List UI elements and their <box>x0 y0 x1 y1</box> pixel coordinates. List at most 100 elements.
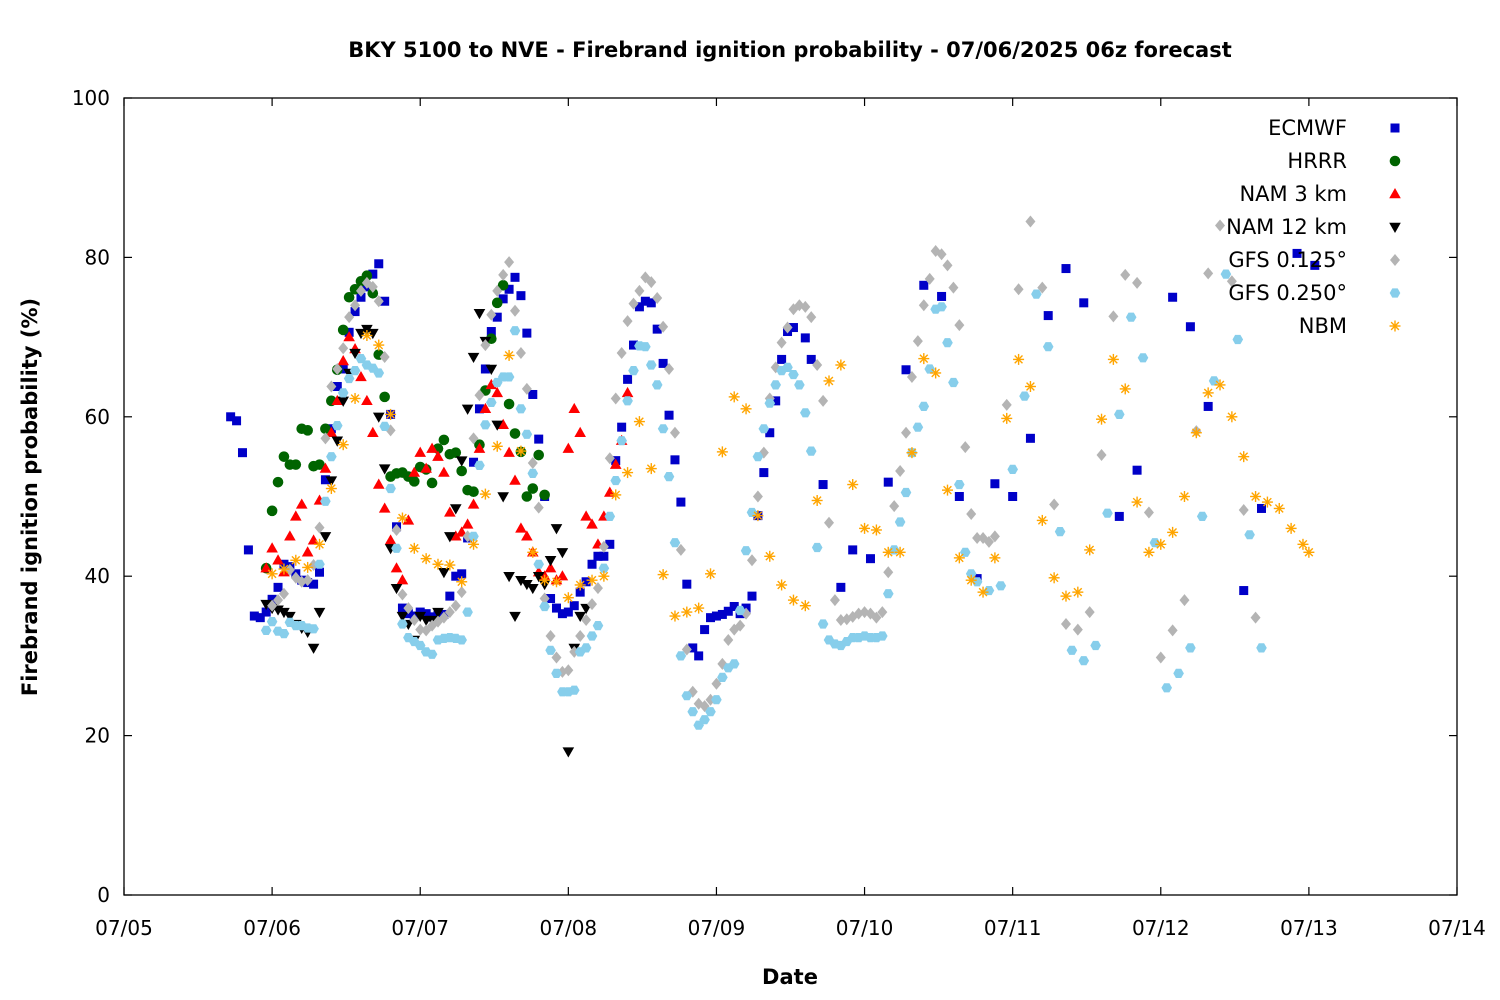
series-hrrr <box>260 270 550 574</box>
data-point-gfs-0-125 <box>1037 281 1048 294</box>
data-point-gfs-0-250 <box>948 377 959 388</box>
data-point-ecmwf <box>469 457 479 467</box>
data-point-gfs-0-250 <box>800 408 811 418</box>
data-point-nam-3-km <box>426 442 438 453</box>
data-point-gfs-0-125 <box>954 319 965 332</box>
data-point-gfs-0-250 <box>379 421 390 431</box>
data-point-nam-3-km <box>491 386 504 398</box>
data-point-nam-3-km <box>355 370 367 382</box>
data-point-nbm <box>1036 514 1048 526</box>
y-tick-label: 60 <box>85 405 110 429</box>
data-point-nam-12-km <box>260 599 272 611</box>
marker-stroke <box>860 523 869 533</box>
data-point-hrrr <box>456 465 467 477</box>
data-point-nbm <box>752 510 764 522</box>
data-point-gfs-0-125 <box>326 380 337 393</box>
data-point-gfs-0-125 <box>901 426 912 439</box>
data-point-gfs-0-250 <box>260 625 272 635</box>
data-point-nam-3-km <box>473 442 486 453</box>
data-point-gfs-0-250 <box>414 640 426 651</box>
data-point-nbm <box>1238 451 1250 463</box>
data-point-gfs-0-125 <box>1049 498 1060 511</box>
data-point-ecmwf <box>255 613 265 623</box>
data-point-nam-12-km <box>473 308 486 320</box>
data-point-gfs-0-125 <box>581 614 592 627</box>
data-point-gfs-0-250 <box>397 619 408 629</box>
x-tick-label: 07/11 <box>984 916 1042 940</box>
data-point-ecmwf <box>629 340 639 350</box>
data-point-nam-12-km <box>497 492 509 503</box>
data-point-nbm <box>1190 427 1202 439</box>
data-point-ecmwf <box>1168 292 1178 302</box>
marker-stroke <box>1227 412 1237 422</box>
data-point-gfs-0-250 <box>918 401 930 411</box>
marker-stroke <box>540 575 550 585</box>
data-point-nbm <box>1285 522 1297 534</box>
data-point-gfs-0-250 <box>705 707 716 717</box>
data-point-gfs-0-125 <box>456 586 467 599</box>
data-point-hrrr <box>361 270 373 282</box>
data-point-nbm <box>1084 544 1096 556</box>
data-point-gfs-0-125 <box>918 299 929 312</box>
data-point-nbm <box>1167 526 1179 538</box>
data-point-ecmwf <box>593 551 603 561</box>
data-point-gfs-0-250 <box>805 446 817 456</box>
marker-stroke <box>694 603 704 613</box>
marker-stroke <box>611 490 621 500</box>
y-tick-label: 20 <box>85 724 110 748</box>
data-point-ecmwf <box>587 559 597 569</box>
data-point-gfs-0-125 <box>883 566 894 579</box>
marker-stroke <box>682 607 692 617</box>
marker-stroke <box>1168 527 1178 537</box>
data-point-nbm <box>1072 586 1084 598</box>
marker-stroke <box>741 404 751 414</box>
data-point-hrrr <box>320 423 331 435</box>
marker-stroke <box>563 593 573 603</box>
data-point-gfs-0-250 <box>900 487 912 498</box>
data-point-gfs-0-125 <box>622 315 633 328</box>
marker-stroke <box>836 360 846 370</box>
data-point-nam-3-km <box>521 530 533 541</box>
data-point-nam-12-km <box>556 548 569 559</box>
data-point-nam-3-km <box>621 386 634 398</box>
data-point-gfs-0-125 <box>906 370 917 383</box>
data-point-gfs-0-250 <box>646 360 657 370</box>
legend-label-ecmwf: ECMWF <box>1268 116 1347 140</box>
data-point-gfs-0-125 <box>824 516 835 529</box>
marker-stroke <box>824 376 834 386</box>
data-point-gfs-0-125 <box>355 284 366 297</box>
tick-layer: 07/05 07/06 07/07 07/08 07/09 07/10 07/11 07/12… <box>72 86 1486 940</box>
data-point-nbm <box>1001 412 1013 424</box>
data-point-gfs-0-125 <box>835 614 846 627</box>
data-point-gfs-0-250 <box>740 546 752 556</box>
data-point-gfs-0-125 <box>924 272 935 285</box>
legend-marker-nbm <box>1389 320 1401 332</box>
data-point-gfs-0-250 <box>1090 640 1101 651</box>
data-point-ecmwf <box>1203 401 1213 411</box>
data-point-nbm <box>325 483 337 495</box>
data-point-ecmwf <box>646 298 656 308</box>
data-point-gfs-0-250 <box>711 695 722 705</box>
data-point-gfs-0-250 <box>1019 391 1030 401</box>
data-point-nam-3-km <box>266 542 278 553</box>
data-point-nbm <box>361 330 373 342</box>
data-point-gfs-0-250 <box>717 672 728 682</box>
data-point-hrrr <box>450 447 462 458</box>
data-point-nam-12-km <box>444 532 456 543</box>
data-point-ecmwf <box>374 259 384 269</box>
data-point-nam-12-km <box>355 328 367 340</box>
data-point-ecmwf <box>1061 264 1071 274</box>
marker-stroke <box>635 417 644 426</box>
data-point-nam-3-km <box>438 466 450 477</box>
data-point-nbm <box>622 467 634 479</box>
data-point-gfs-0-250 <box>622 396 633 406</box>
data-point-ecmwf <box>1310 260 1320 270</box>
data-point-hrrr <box>491 297 503 309</box>
data-point-ecmwf <box>711 611 721 621</box>
data-point-nbm <box>681 606 693 618</box>
data-point-gfs-0-250 <box>942 338 953 348</box>
data-point-gfs-0-250 <box>266 617 278 627</box>
marker-stroke <box>445 560 455 570</box>
marker-stroke <box>717 447 727 457</box>
